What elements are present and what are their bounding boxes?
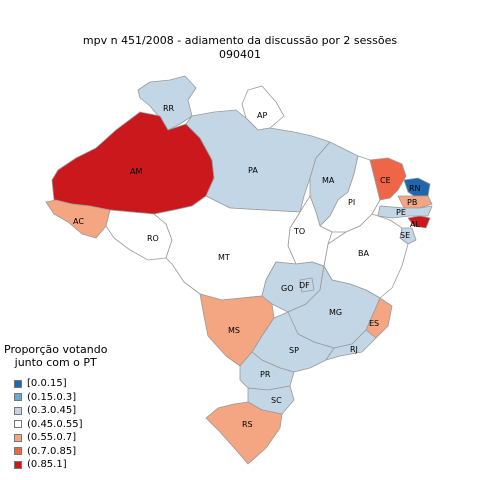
- legend-item: (0.55.0.7]: [14, 431, 107, 445]
- state-label-GO: GO: [281, 284, 294, 293]
- state-label-SC: SC: [271, 396, 282, 405]
- legend-label: (0.15.0.3]: [27, 391, 77, 403]
- legend-item: [0.0.15]: [14, 377, 107, 391]
- state-label-MA: MA: [322, 176, 335, 185]
- state-label-SP: SP: [289, 346, 299, 355]
- legend-title: Proporção votando junto com o PT: [4, 343, 107, 369]
- legend-item: (0.3.0.45]: [14, 404, 107, 418]
- state-label-DF: DF: [299, 281, 310, 290]
- state-label-PB: PB: [407, 198, 417, 207]
- legend-label: (0.45.0.55]: [27, 418, 83, 430]
- title-line-2: 090401: [219, 48, 261, 61]
- state-label-RJ: RJ: [350, 345, 358, 354]
- state-label-MT: MT: [218, 253, 230, 262]
- legend-swatch: [14, 379, 22, 388]
- state-label-RR: RR: [163, 104, 175, 113]
- state-label-MG: MG: [329, 308, 342, 317]
- map-title: mpv n 451/2008 - adiamento da discussão …: [0, 34, 480, 62]
- state-label-PI: PI: [348, 198, 355, 207]
- state-label-TO: TO: [293, 227, 305, 236]
- legend-label: [0.0.15]: [27, 378, 67, 390]
- state-label-PE: PE: [396, 208, 406, 217]
- state-label-CE: CE: [380, 176, 391, 185]
- state-label-SE: SE: [400, 231, 410, 240]
- legend-swatch: [14, 433, 22, 442]
- legend-swatch: [14, 447, 22, 456]
- state-label-RN: RN: [409, 184, 421, 193]
- state-label-RO: RO: [147, 234, 159, 243]
- state-label-AM: AM: [130, 167, 142, 176]
- state-label-RS: RS: [242, 420, 253, 429]
- legend-swatch: [14, 420, 22, 429]
- state-label-AL: AL: [410, 220, 420, 229]
- legend-item: (0.15.0.3]: [14, 391, 107, 405]
- state-PE[interactable]: [377, 205, 433, 219]
- state-label-AP: AP: [257, 111, 267, 120]
- state-label-PA: PA: [248, 166, 258, 175]
- state-PR[interactable]: [239, 351, 295, 391]
- title-line-1: mpv n 451/2008 - adiamento da discussão …: [82, 34, 398, 47]
- legend-swatch: [14, 460, 22, 469]
- state-label-AC: AC: [73, 217, 84, 226]
- legend-title-line-2: junto com o PT: [14, 356, 97, 369]
- state-RS[interactable]: [205, 401, 283, 465]
- legend-label: (0.85.1]: [27, 459, 67, 471]
- state-DF[interactable]: [299, 277, 315, 293]
- legend-title-line-1: Proporção votando: [4, 343, 108, 356]
- state-CE[interactable]: [369, 157, 407, 201]
- state-label-PR: PR: [260, 370, 271, 379]
- legend-item: (0.45.0.55]: [14, 418, 107, 432]
- legend-swatch: [14, 406, 22, 415]
- legend-label: (0.55.0.7]: [27, 432, 77, 444]
- legend-item: (0.7.0.85]: [14, 445, 107, 459]
- state-label-MS: MS: [228, 326, 240, 335]
- legend-label: (0.3.0.45]: [27, 405, 77, 417]
- state-label-BA: BA: [358, 249, 369, 258]
- legend-item: (0.85.1]: [14, 458, 107, 472]
- legend: Proporção votando junto com o PT [0.0.15…: [4, 343, 107, 472]
- state-RJ[interactable]: [325, 329, 377, 361]
- legend-swatch: [14, 393, 22, 402]
- state-AL[interactable]: [407, 215, 431, 229]
- state-label-ES: ES: [369, 319, 379, 328]
- legend-label: (0.7.0.85]: [27, 445, 77, 457]
